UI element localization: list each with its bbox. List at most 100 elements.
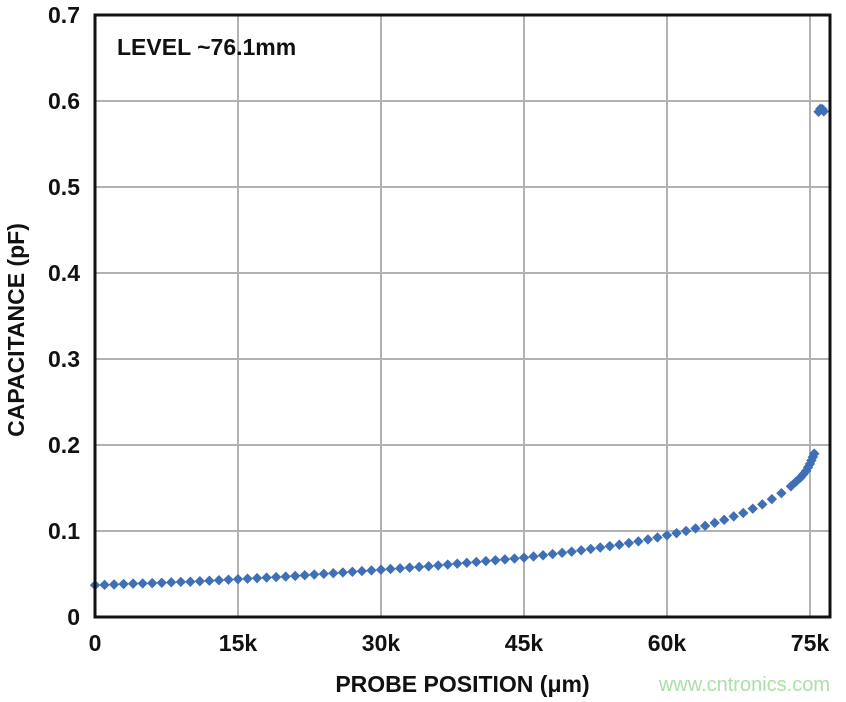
x-tick-label: 0	[89, 630, 102, 656]
data-point-capacitance-vs-position	[575, 545, 587, 556]
data-point-capacitance-vs-position	[661, 530, 673, 541]
data-point-capacitance-vs-position	[251, 572, 263, 584]
data-point-capacitance-vs-position	[747, 503, 758, 514]
data-point-capacitance-vs-position	[614, 539, 625, 550]
data-point-capacitance-vs-position	[518, 552, 530, 563]
data-point-capacitance-vs-position	[699, 520, 711, 532]
data-point-capacitance-vs-position	[156, 577, 167, 588]
data-point-capacitance-vs-position	[709, 517, 720, 529]
data-point-capacitance-vs-position	[309, 569, 320, 580]
data-point-capacitance-vs-position	[118, 578, 129, 590]
data-point-capacitance-vs-position	[461, 557, 472, 569]
data-point-capacitance-vs-position	[175, 576, 186, 588]
data-point-capacitance-vs-position	[289, 570, 301, 582]
plot-border	[93, 13, 832, 619]
data-point-capacitance-vs-position	[800, 465, 812, 476]
data-point-capacitance-vs-position	[680, 525, 692, 537]
data-point-capacitance-vs-position	[270, 571, 282, 583]
data-point-capacitance-vs-position	[385, 563, 396, 575]
data-point-capacitance-vs-position	[318, 568, 329, 580]
data-point-capacitance-vs-position	[413, 561, 425, 573]
y-tick-label: 0.2	[48, 432, 80, 458]
data-point-capacitance-vs-position	[728, 511, 739, 522]
data-point-capacitance-vs-position	[757, 499, 768, 510]
x-tick-label: 45k	[505, 630, 544, 656]
level-annotation: LEVEL ~76.1mm	[117, 34, 296, 60]
watermark-text: www.cntronics.com	[658, 674, 830, 696]
data-point-capacitance-vs-position	[795, 472, 806, 483]
data-point-capacitance-vs-position	[108, 579, 120, 590]
y-tick-label: 0.6	[48, 88, 80, 114]
data-point-capacitance-vs-position	[204, 575, 215, 586]
data-point-capacitance-vs-position	[776, 487, 787, 499]
data-point-capacitance-vs-position	[642, 534, 654, 545]
data-point-capacitance-vs-position	[213, 574, 225, 586]
data-point-capacitance-vs-position	[490, 555, 501, 566]
data-point-capacitance-vs-position	[356, 565, 368, 577]
data-point-capacitance-vs-position	[137, 578, 148, 589]
data-point-capacitance-vs-position	[798, 469, 809, 480]
data-point-capacitance-vs-position	[261, 572, 272, 583]
data-point-capacitance-vs-position	[299, 570, 310, 581]
data-point-capacitance-vs-position	[509, 553, 520, 564]
data-point-capacitance-vs-position	[337, 567, 349, 578]
y-axis-title: CAPACITANCE (pF)	[3, 223, 29, 437]
data-point-capacitance-vs-position	[623, 537, 635, 549]
data-point-capacitance-vs-position	[738, 507, 749, 519]
data-point-capacitance-vs-position	[528, 551, 539, 562]
x-tick-label: 30k	[362, 630, 401, 656]
data-point-capacitance-vs-position	[785, 481, 797, 492]
data-point-capacitance-vs-position	[471, 556, 482, 568]
data-point-capacitance-vs-position	[223, 574, 234, 585]
data-point-capacitance-vs-position	[328, 567, 339, 579]
x-tick-label: 75k	[791, 630, 830, 656]
data-point-capacitance-vs-position	[127, 578, 139, 589]
data-point-capacitance-vs-position	[652, 532, 663, 543]
data-point-capacitance-vs-position	[556, 547, 568, 559]
data-point-capacitance-vs-position	[690, 523, 701, 534]
data-point-capacitance-vs-position	[790, 476, 801, 488]
data-point-level-spike	[818, 106, 830, 117]
data-point-capacitance-vs-position	[99, 579, 110, 591]
y-tick-labels: 0 0.1 0.2 0.3 0.4 0.5 0.6 0.7	[48, 2, 80, 630]
data-point-capacitance-vs-position	[718, 514, 730, 526]
y-tick-label: 0.3	[48, 346, 80, 372]
data-point-capacitance-vs-position	[547, 548, 558, 560]
gridlines	[95, 15, 830, 617]
data-point-capacitance-vs-position	[280, 571, 291, 582]
y-tick-label: 0.4	[48, 260, 80, 286]
data-point-capacitance-vs-position	[671, 527, 682, 539]
data-point-capacitance-vs-position	[404, 562, 415, 573]
data-point-capacitance-vs-position	[366, 565, 377, 576]
data-point-capacitance-vs-position	[480, 555, 492, 567]
data-point-capacitance-vs-position	[633, 536, 644, 547]
data-point-capacitance-vs-position	[537, 550, 549, 561]
y-tick-label: 0.5	[48, 174, 80, 200]
y-tick-label: 0.1	[48, 518, 80, 544]
data-point-capacitance-vs-position	[232, 573, 244, 585]
data-point-capacitance-vs-position	[604, 540, 615, 552]
data-point-capacitance-vs-position	[347, 566, 358, 577]
data-point-capacitance-vs-position	[146, 577, 158, 589]
data-point-capacitance-vs-position	[394, 563, 406, 574]
y-tick-label: 0.7	[48, 2, 80, 28]
data-point-capacitance-vs-position	[375, 564, 387, 575]
y-tick-label: 0	[67, 604, 80, 630]
data-point-capacitance-vs-position	[766, 493, 778, 505]
data-point-capacitance-vs-position	[499, 554, 511, 565]
data-point-capacitance-vs-position	[595, 542, 606, 553]
data-point-capacitance-vs-position	[802, 462, 814, 473]
x-tick-labels: 0 15k 30k 45k 60k 75k	[89, 630, 830, 656]
data-point-capacitance-vs-position	[185, 576, 196, 587]
data-points	[89, 103, 830, 591]
x-tick-label: 15k	[219, 630, 258, 656]
data-point-capacitance-vs-position	[194, 576, 206, 587]
data-point-capacitance-vs-position	[452, 558, 463, 569]
data-point-capacitance-vs-position	[809, 448, 820, 459]
data-point-capacitance-vs-position	[423, 561, 434, 572]
data-point-capacitance-vs-position	[242, 573, 253, 584]
data-point-capacitance-vs-position	[432, 560, 444, 571]
data-point-capacitance-vs-position	[585, 543, 596, 555]
